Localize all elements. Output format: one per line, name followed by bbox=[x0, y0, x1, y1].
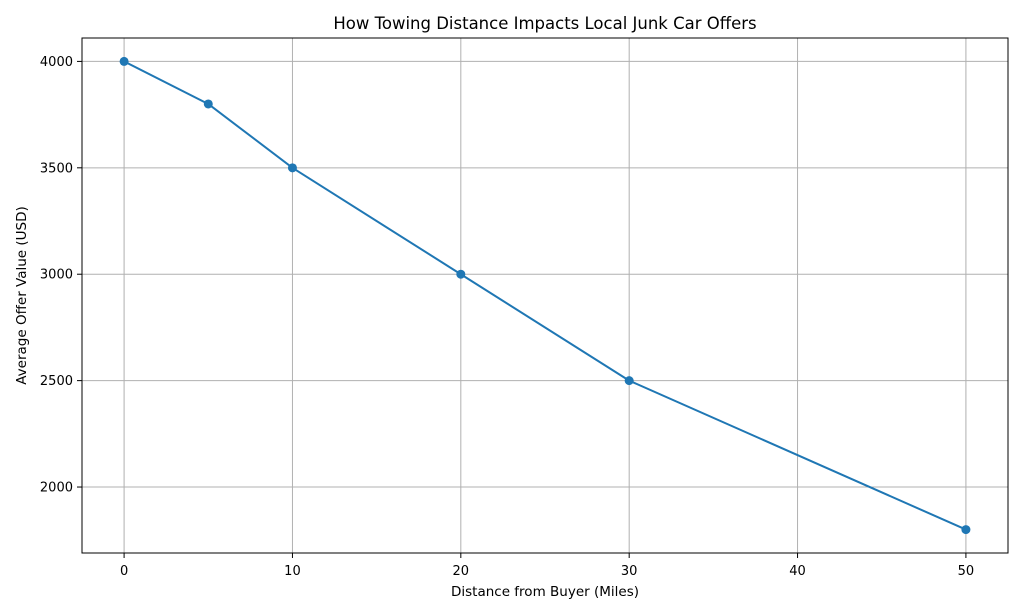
series-layer bbox=[119, 56, 971, 535]
x-tick-label-30: 30 bbox=[621, 564, 638, 579]
data-point-30 bbox=[624, 376, 634, 386]
x-axis-label: Distance from Buyer (Miles) bbox=[451, 584, 639, 600]
y-tick-label-4000: 4000 bbox=[40, 55, 73, 70]
data-point-20 bbox=[456, 269, 466, 279]
data-point-50 bbox=[961, 525, 971, 535]
axis-ticks: 0 10 20 30 40 50 2000 2500 3000 3500 4000 bbox=[40, 55, 974, 579]
y-tick-label-3000: 3000 bbox=[40, 268, 73, 283]
y-tick-label-2500: 2500 bbox=[40, 374, 73, 389]
data-point-10 bbox=[287, 163, 297, 173]
x-tick-label-50: 50 bbox=[958, 564, 975, 579]
x-tick-label-10: 10 bbox=[284, 564, 301, 579]
y-axis-label: Average Offer Value (USD) bbox=[14, 206, 30, 385]
data-point-5 bbox=[203, 99, 213, 109]
x-tick-label-20: 20 bbox=[453, 564, 470, 579]
grid-lines bbox=[82, 38, 1008, 553]
y-tick-label-2000: 2000 bbox=[40, 481, 73, 496]
data-point-0 bbox=[119, 56, 129, 66]
y-tick-label-3500: 3500 bbox=[40, 161, 73, 176]
x-tick-label-0: 0 bbox=[120, 564, 128, 579]
plot-frame bbox=[81, 37, 1009, 554]
series-line-0 bbox=[123, 60, 967, 531]
chart-title: How Towing Distance Impacts Local Junk C… bbox=[333, 14, 756, 33]
x-tick-label-40: 40 bbox=[789, 564, 806, 579]
